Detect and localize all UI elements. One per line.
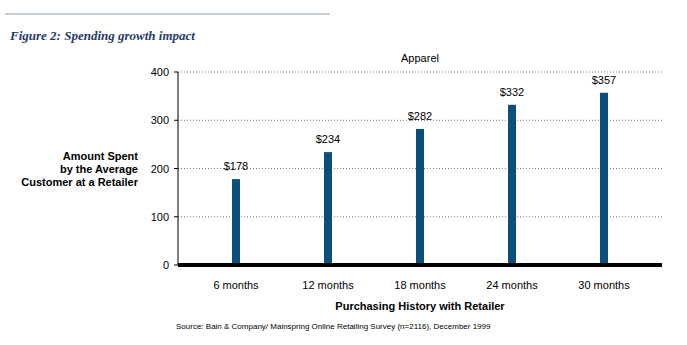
- bars: [232, 93, 608, 265]
- x-tick-label: 12 months: [302, 279, 354, 291]
- data-label: $357: [592, 74, 616, 86]
- x-tick-label: 6 months: [213, 279, 259, 291]
- y-tick-label: 100: [151, 211, 169, 223]
- chart-root: Figure 2: Spending growth impact Apparel 0…: [0, 0, 687, 345]
- y-tick-label: 0: [163, 259, 169, 271]
- data-label: $332: [500, 86, 524, 98]
- y-tick-label: 400: [151, 66, 169, 78]
- grid-line: [178, 72, 662, 73]
- y-axis-label-line: by the Average: [60, 163, 138, 175]
- y-tick: [174, 216, 178, 217]
- figure-title: Figure 2: Spending growth impact: [9, 28, 195, 43]
- x-axis-line: [178, 263, 662, 267]
- x-axis-label: Purchasing History with Retailer: [335, 300, 505, 312]
- data-label: $178: [224, 160, 248, 172]
- data-label: $234: [316, 133, 340, 145]
- bar: [232, 179, 240, 265]
- y-axis-label-line: Customer at a Retailer: [21, 176, 138, 188]
- source-note: Source: Bain & Company/ Mainspring Onlin…: [176, 322, 491, 331]
- x-tick-label: 30 months: [578, 279, 630, 291]
- data-label: $282: [408, 110, 432, 122]
- y-tick: [174, 72, 178, 73]
- bar: [508, 105, 516, 265]
- y-axis-label: Amount Spentby the AverageCustomer at a …: [21, 150, 138, 188]
- y-axis-label-line: Amount Spent: [63, 150, 138, 162]
- y-tick: [174, 120, 178, 121]
- y-tick-label: 200: [151, 163, 169, 175]
- chart-subtitle: Apparel: [401, 52, 439, 64]
- y-tick: [174, 265, 178, 266]
- y-axis-line: [178, 72, 179, 265]
- bar: [416, 129, 424, 265]
- x-tick-label: 18 months: [394, 279, 446, 291]
- x-tick-label: 24 months: [486, 279, 538, 291]
- bar: [324, 152, 332, 265]
- header-rule: [5, 13, 330, 14]
- y-tick: [174, 168, 178, 169]
- y-tick-label: 300: [151, 114, 169, 126]
- bar: [600, 93, 608, 265]
- chart-svg: Figure 2: Spending growth impact Apparel 0…: [0, 0, 687, 345]
